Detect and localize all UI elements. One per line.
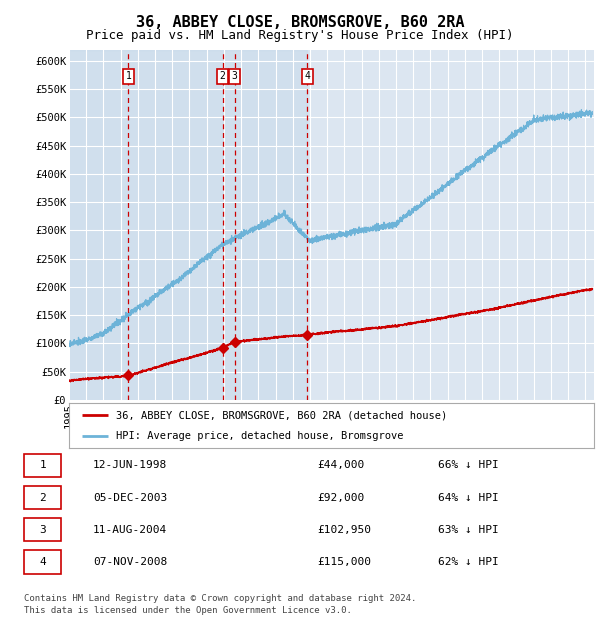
Text: 1: 1 — [125, 71, 131, 81]
Text: 36, ABBEY CLOSE, BROMSGROVE, B60 2RA: 36, ABBEY CLOSE, BROMSGROVE, B60 2RA — [136, 16, 464, 30]
Text: 63% ↓ HPI: 63% ↓ HPI — [439, 525, 499, 535]
FancyBboxPatch shape — [24, 518, 61, 541]
Text: 3: 3 — [40, 525, 46, 535]
Text: 07-NOV-2008: 07-NOV-2008 — [93, 557, 167, 567]
Text: £44,000: £44,000 — [317, 460, 365, 471]
Text: 2: 2 — [40, 492, 46, 503]
Text: 12-JUN-1998: 12-JUN-1998 — [93, 460, 167, 471]
Bar — [69, 50, 307, 400]
Text: £102,950: £102,950 — [317, 525, 371, 535]
Text: 36, ABBEY CLOSE, BROMSGROVE, B60 2RA (detached house): 36, ABBEY CLOSE, BROMSGROVE, B60 2RA (de… — [116, 410, 448, 420]
Text: 66% ↓ HPI: 66% ↓ HPI — [439, 460, 499, 471]
Text: £92,000: £92,000 — [317, 492, 365, 503]
Text: 4: 4 — [40, 557, 46, 567]
Text: Contains HM Land Registry data © Crown copyright and database right 2024.
This d: Contains HM Land Registry data © Crown c… — [24, 594, 416, 615]
Text: 4: 4 — [304, 71, 310, 81]
Text: 64% ↓ HPI: 64% ↓ HPI — [439, 492, 499, 503]
FancyBboxPatch shape — [24, 454, 61, 477]
Text: 2: 2 — [220, 71, 226, 81]
Text: HPI: Average price, detached house, Bromsgrove: HPI: Average price, detached house, Brom… — [116, 430, 404, 441]
Text: 3: 3 — [232, 71, 238, 81]
Text: £115,000: £115,000 — [317, 557, 371, 567]
FancyBboxPatch shape — [24, 486, 61, 509]
Text: 62% ↓ HPI: 62% ↓ HPI — [439, 557, 499, 567]
Text: Price paid vs. HM Land Registry's House Price Index (HPI): Price paid vs. HM Land Registry's House … — [86, 30, 514, 42]
FancyBboxPatch shape — [24, 551, 61, 574]
Text: 11-AUG-2004: 11-AUG-2004 — [93, 525, 167, 535]
Text: 05-DEC-2003: 05-DEC-2003 — [93, 492, 167, 503]
Text: 1: 1 — [40, 460, 46, 471]
